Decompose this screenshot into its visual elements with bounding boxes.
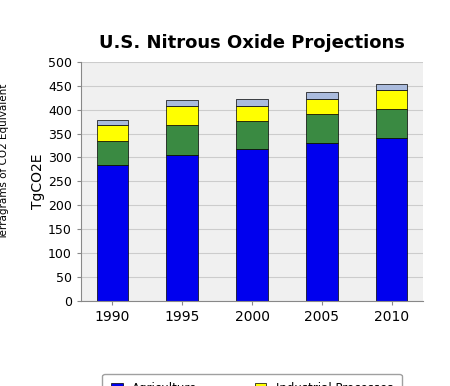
Bar	[97, 125, 128, 141]
Bar	[236, 99, 268, 106]
Bar	[166, 155, 198, 301]
Bar	[166, 106, 198, 125]
Bar	[97, 141, 128, 165]
Y-axis label: TgCO2E: TgCO2E	[31, 154, 45, 209]
Bar	[306, 114, 338, 143]
Bar	[376, 109, 407, 138]
Title: U.S. Nitrous Oxide Projections: U.S. Nitrous Oxide Projections	[99, 34, 405, 52]
Bar	[236, 149, 268, 301]
Bar	[97, 165, 128, 301]
Bar	[376, 84, 407, 90]
Legend: Agriculture, Mobile Combustion, Industrial Processes, Stationary Sources: Agriculture, Mobile Combustion, Industri…	[103, 374, 401, 386]
Bar	[236, 106, 268, 121]
Text: Terragrams of CO2 Equivalent: Terragrams of CO2 Equivalent	[0, 84, 9, 240]
Bar	[97, 120, 128, 125]
Bar	[236, 121, 268, 149]
Bar	[376, 138, 407, 301]
Bar	[306, 92, 338, 98]
Bar	[306, 143, 338, 301]
Bar	[376, 90, 407, 109]
Bar	[306, 98, 338, 114]
Bar	[166, 125, 198, 155]
Bar	[166, 100, 198, 106]
